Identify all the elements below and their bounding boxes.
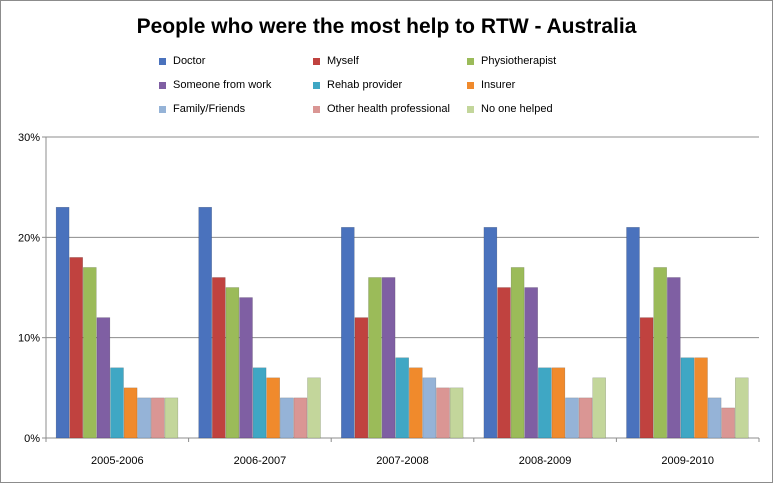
legend-swatch — [159, 106, 166, 113]
bar-someone-from-work — [239, 297, 253, 439]
y-tick-label: 20% — [18, 232, 40, 244]
x-tick-label: 2007-2008 — [376, 455, 429, 467]
y-tick-label: 10% — [18, 333, 40, 345]
legend-swatch — [467, 106, 474, 113]
bar-physiotherapist — [368, 277, 382, 439]
legend-label: Someone from work — [173, 79, 272, 91]
bar-physiotherapist — [83, 267, 97, 439]
bar-other-health-professional — [721, 407, 735, 439]
legend-label: Other health professional — [327, 103, 450, 115]
bar-doctor — [626, 227, 640, 439]
bar-other-health-professional — [151, 397, 165, 439]
legend-label: Myself — [327, 55, 359, 67]
bar-other-health-professional — [293, 397, 308, 439]
legend-swatch — [313, 82, 320, 89]
bar-family-friends — [707, 397, 722, 439]
bar-someone-from-work — [524, 287, 538, 439]
bar-rehab-provider — [110, 367, 124, 439]
bar-no-one-helped — [449, 387, 464, 439]
bar-physiotherapist — [510, 267, 525, 439]
bar-rehab-provider — [538, 367, 552, 439]
legend-label: Doctor — [173, 55, 206, 67]
bar-no-one-helped — [592, 377, 606, 439]
bar-doctor — [55, 206, 70, 439]
bar-myself — [639, 317, 654, 439]
legend-swatch — [467, 82, 474, 89]
x-tick-label: 2008-2009 — [519, 455, 572, 467]
bar-someone-from-work — [96, 317, 111, 439]
bar-physiotherapist — [225, 287, 240, 439]
bar-family-friends — [565, 397, 579, 439]
bar-rehab-provider — [680, 357, 695, 439]
legend-label: Physiotherapist — [481, 55, 557, 67]
bar-other-health-professional — [578, 397, 593, 439]
x-tick-label: 2009-2010 — [661, 455, 714, 467]
bar-doctor — [483, 227, 498, 439]
bar-family-friends — [280, 397, 294, 439]
bar-myself — [354, 317, 369, 439]
x-tick-label: 2005-2006 — [91, 455, 144, 467]
bar-insurer — [266, 377, 280, 439]
bar-physiotherapist — [653, 267, 667, 439]
chart-title: People who were the most help to RTW - A… — [136, 15, 637, 38]
y-tick-label: 30% — [18, 132, 40, 144]
legend-label: No one helped — [481, 103, 553, 115]
bar-myself — [69, 257, 83, 439]
legend-label: Family/Friends — [173, 103, 246, 115]
bar-someone-from-work — [667, 277, 681, 439]
bar-no-one-helped — [164, 397, 179, 439]
legend-swatch — [159, 82, 166, 89]
bar-doctor — [341, 227, 355, 439]
bar-other-health-professional — [436, 387, 450, 439]
bar-insurer — [551, 367, 566, 439]
bar-insurer — [123, 387, 138, 439]
bar-someone-from-work — [381, 277, 396, 439]
bar-no-one-helped — [735, 377, 749, 439]
bar-myself — [212, 277, 226, 439]
bar-insurer — [694, 357, 708, 439]
legend-swatch — [313, 106, 320, 113]
bar-rehab-provider — [252, 367, 267, 439]
bar-family-friends — [137, 397, 151, 439]
legend-swatch — [313, 58, 320, 65]
bar-insurer — [409, 367, 423, 439]
bar-family-friends — [422, 377, 437, 439]
legend-label: Rehab provider — [327, 79, 403, 91]
legend-label: Insurer — [481, 79, 516, 91]
bar-myself — [497, 287, 511, 439]
x-tick-label: 2006-2007 — [234, 455, 287, 467]
y-tick-label: 0% — [24, 433, 40, 445]
legend-swatch — [467, 58, 474, 65]
bar-rehab-provider — [395, 357, 409, 439]
bar-doctor — [198, 206, 212, 439]
bar-no-one-helped — [307, 377, 321, 439]
legend-swatch — [159, 58, 166, 65]
